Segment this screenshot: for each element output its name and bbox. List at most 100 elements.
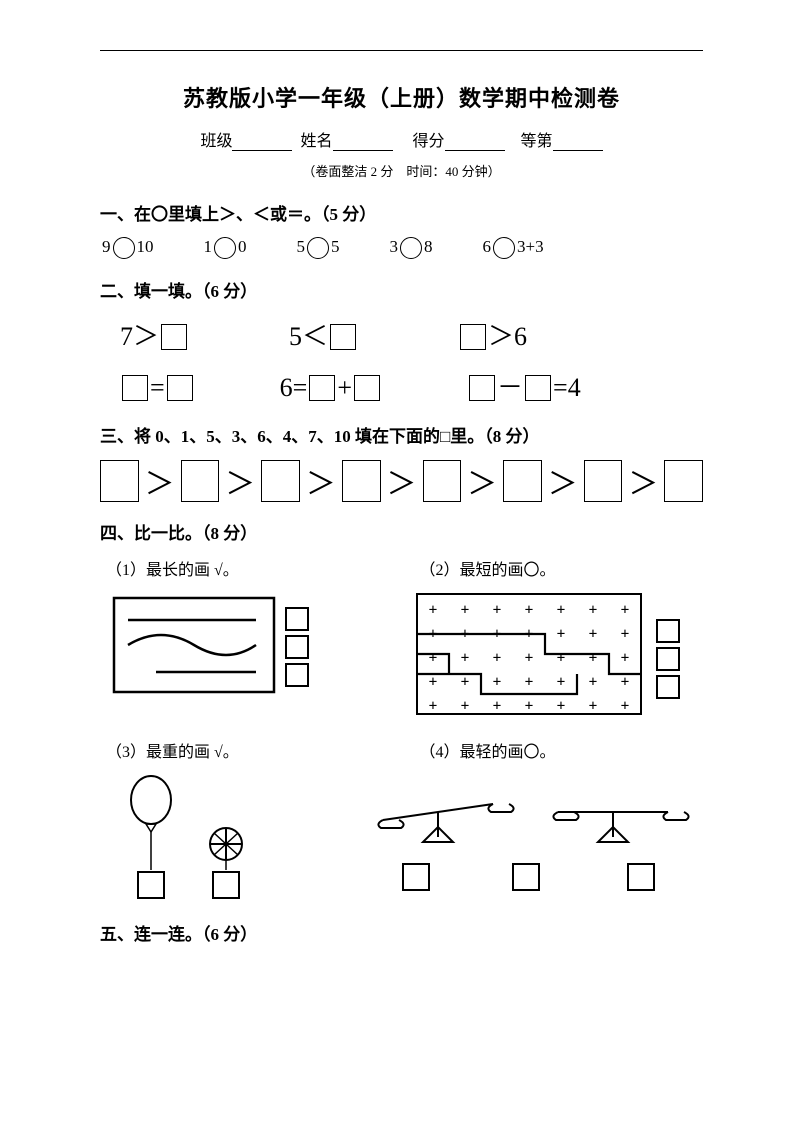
answer-box[interactable] (469, 375, 495, 401)
section-1-heading: 一、在〇里填上＞、＜或＝。（5 分） (100, 200, 703, 225)
svg-text:+: + (493, 674, 501, 690)
answer-box[interactable] (525, 375, 551, 401)
gt-symbol: ＞ (306, 459, 336, 503)
answer-box[interactable] (309, 375, 335, 401)
svg-text:+: + (621, 650, 629, 666)
top-rule (100, 50, 703, 51)
answer-circle[interactable] (307, 237, 329, 259)
blank-name[interactable] (333, 135, 393, 151)
svg-text:+: + (589, 602, 597, 618)
svg-text:+: + (589, 650, 597, 666)
fig-longest (106, 590, 383, 700)
svg-text:+: + (429, 674, 437, 690)
q1-left: 1 (204, 237, 213, 256)
section-3-boxes: ＞ ＞ ＞ ＞ ＞ ＞ ＞ (100, 459, 703, 503)
svg-text:+: + (621, 626, 629, 642)
answer-box[interactable] (354, 375, 380, 401)
section-1-items: 910 10 55 38 63+3 (102, 237, 703, 259)
svg-text:+: + (589, 698, 597, 714)
svg-text:+: + (621, 602, 629, 618)
svg-text:+: + (557, 650, 565, 666)
answer-box[interactable] (342, 460, 381, 502)
q4-3-label: （3）最重的画 √。 (106, 738, 390, 762)
svg-text:+: + (461, 698, 469, 714)
section-2-body: 7＞ 5＜ ＞6 = 6=+ －=4 (120, 314, 703, 412)
gt-symbol: ＞ (628, 459, 658, 503)
q2-text: ＞6 (488, 322, 527, 351)
svg-text:+: + (621, 674, 629, 690)
q2-expr: －=4 (467, 365, 581, 412)
q1-item: 38 (390, 237, 433, 259)
q4-row1-figs: +++++++++++++++++++++++++++++++++++ (106, 590, 703, 720)
svg-text:+: + (461, 602, 469, 618)
gt-symbol: ＞ (387, 459, 417, 503)
answer-circle[interactable] (493, 237, 515, 259)
svg-text:+: + (429, 650, 437, 666)
q1-right: 3+3 (517, 237, 544, 256)
svg-text:+: + (493, 602, 501, 618)
fig-heaviest-svg (106, 772, 306, 902)
q1-item: 6 3+3 (483, 237, 544, 259)
answer-box[interactable] (664, 460, 703, 502)
q1-left: 3 (390, 237, 399, 256)
gt-symbol: ＞ (548, 459, 578, 503)
fig-longest-svg (106, 590, 326, 700)
q2-text: =4 (553, 373, 581, 402)
svg-text:+: + (493, 650, 501, 666)
svg-text:+: + (525, 650, 533, 666)
blank-class[interactable] (232, 135, 292, 151)
q1-right: 8 (424, 237, 433, 256)
q1-right: 0 (238, 237, 247, 256)
gt-symbol: ＞ (467, 459, 497, 503)
gt-symbol: ＞ (145, 459, 175, 503)
q2-text: 7＞ (120, 322, 159, 351)
label-score: 得分 (413, 133, 445, 150)
sec5-text: 五、连一连。（6 分） (100, 925, 257, 944)
svg-text:+: + (429, 698, 437, 714)
q2-text: = (150, 373, 165, 402)
q2-expr: 6=+ (280, 365, 382, 412)
svg-text:+: + (557, 626, 565, 642)
answer-box[interactable] (460, 324, 486, 350)
answer-box[interactable] (584, 460, 623, 502)
svg-text:+: + (525, 698, 533, 714)
answer-box[interactable] (167, 375, 193, 401)
answer-box[interactable] (423, 460, 462, 502)
answer-box[interactable] (330, 324, 356, 350)
q1-left: 9 (102, 237, 111, 256)
answer-circle[interactable] (214, 237, 236, 259)
svg-text:+: + (557, 602, 565, 618)
label-grade: 等第 (521, 133, 553, 150)
q1-left: 6 (483, 237, 492, 256)
svg-text:+: + (493, 698, 501, 714)
q4-row2-figs (106, 772, 703, 902)
label-class: 班级 (200, 133, 232, 150)
q2-expr: ＞6 (458, 314, 527, 361)
q1-item: 10 (204, 237, 247, 259)
q1-left: 5 (297, 237, 306, 256)
q4-row2-labels: （3）最重的画 √。 （4）最轻的画〇。 (106, 738, 703, 762)
answer-box[interactable] (261, 460, 300, 502)
answer-box[interactable] (181, 460, 220, 502)
q1-item: 9 10 (102, 237, 154, 259)
answer-circle[interactable] (113, 237, 135, 259)
svg-text:+: + (461, 650, 469, 666)
q2-text: + (337, 373, 352, 402)
answer-box[interactable] (503, 460, 542, 502)
q2-expr: 7＞ (120, 314, 189, 361)
label-name: 姓名 (300, 133, 332, 150)
q4-4-label: （4）最轻的画〇。 (420, 738, 704, 762)
svg-text:+: + (525, 674, 533, 690)
q4-row1-labels: （1）最长的画 √。 （2）最短的画〇。 (106, 556, 703, 580)
answer-box[interactable] (122, 375, 148, 401)
section-4-heading: 四、比一比。（8 分） (100, 519, 703, 544)
svg-text:+: + (525, 602, 533, 618)
exam-title: 苏教版小学一年级（上册）数学期中检测卷 (100, 81, 703, 113)
answer-circle[interactable] (400, 237, 422, 259)
blank-score[interactable] (445, 135, 505, 151)
q1-item: 55 (297, 237, 340, 259)
answer-box[interactable] (161, 324, 187, 350)
q1-right: 10 (137, 237, 154, 256)
answer-box[interactable] (100, 460, 139, 502)
blank-grade[interactable] (553, 135, 603, 151)
